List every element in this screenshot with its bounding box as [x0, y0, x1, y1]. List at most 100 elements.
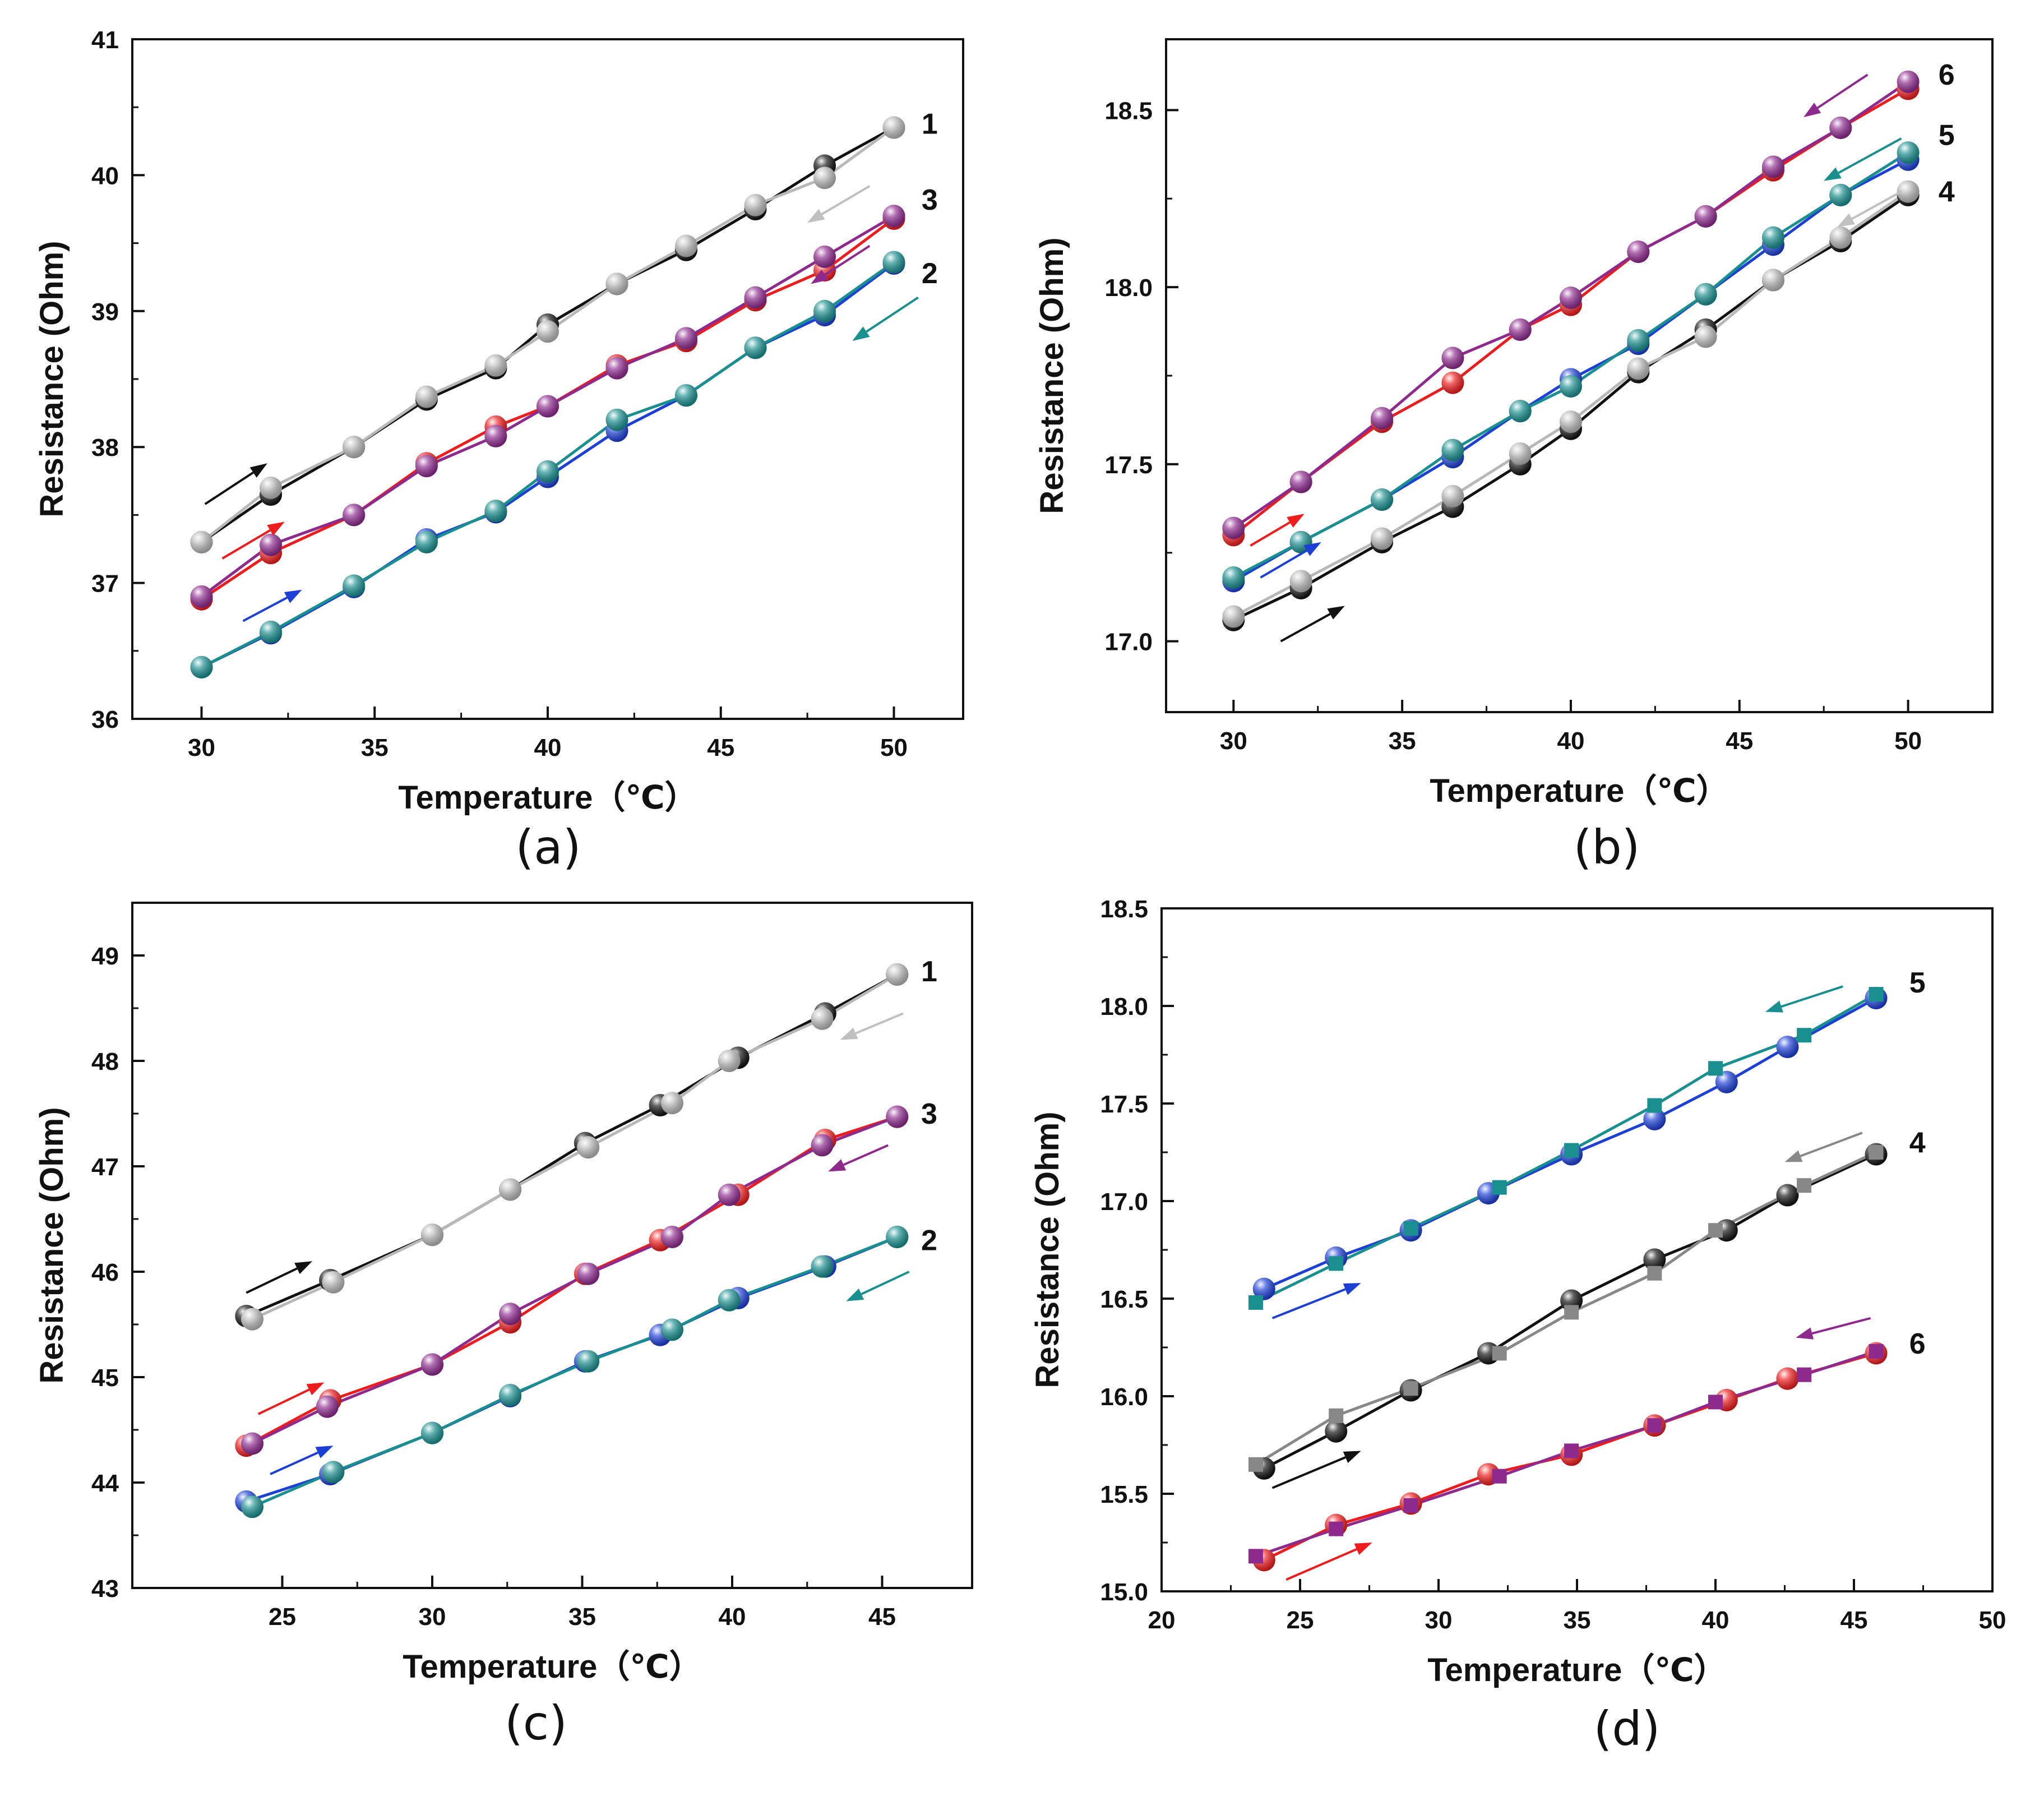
data-point-shine	[1222, 516, 1245, 539]
y-tick-label: 17.0	[1100, 1188, 1148, 1216]
data-point	[1708, 1223, 1723, 1238]
data-point	[1403, 1221, 1418, 1236]
y-tick-label: 36	[91, 706, 119, 733]
direction-arrow	[1816, 73, 1869, 109]
plot-frame	[131, 902, 973, 1589]
data-point-shine	[1509, 318, 1532, 341]
plot-frame	[1160, 907, 1994, 1592]
data-point-shine	[882, 205, 905, 228]
x-tick-label: 40	[1702, 1606, 1729, 1634]
data-point-shine	[577, 1350, 600, 1373]
data-point-shine	[484, 500, 507, 523]
direction-arrow-head	[1343, 1283, 1361, 1295]
data-point-shine	[1252, 1277, 1275, 1300]
curve-label: 3	[921, 1098, 937, 1130]
x-tick-label: 35	[568, 1603, 596, 1631]
data-point-shine	[537, 460, 559, 483]
data-point-shine	[1441, 371, 1464, 394]
data-point-shine	[811, 1007, 834, 1030]
direction-arrow-head	[807, 209, 825, 223]
data-point	[1248, 1457, 1263, 1472]
data-point-shine	[499, 1303, 522, 1326]
direction-arrow	[1271, 1456, 1346, 1489]
curve-label: 5	[1939, 119, 1955, 152]
data-point-shine	[882, 251, 905, 274]
direction-arrow	[1271, 1288, 1346, 1319]
x-tick-label: 50	[880, 734, 908, 761]
x-tick-label: 45	[868, 1603, 896, 1631]
data-point-shine	[421, 1224, 443, 1246]
x-tick-label: 40	[1557, 727, 1584, 755]
data-point-shine	[1559, 410, 1582, 433]
data-point	[1329, 1408, 1344, 1423]
direction-arrow	[1781, 985, 1843, 1008]
curve-label: 4	[1909, 1127, 1926, 1160]
data-point-shine	[484, 354, 507, 377]
data-point-shine	[1829, 183, 1852, 206]
direction-arrow	[1285, 1548, 1357, 1581]
data-point-shine	[1289, 470, 1312, 493]
direction-arrow	[270, 1451, 318, 1475]
data-point-shine	[886, 963, 909, 986]
x-tick-label: 30	[1425, 1606, 1453, 1634]
y-tick-label: 18.5	[1104, 97, 1153, 124]
direction-arrow-head	[306, 1382, 325, 1396]
data-point-shine	[1776, 1036, 1799, 1059]
data-point-shine	[1776, 1367, 1799, 1390]
direction-arrow	[204, 472, 254, 505]
direction-arrow-head	[315, 1446, 334, 1458]
data-point-shine	[1643, 1248, 1666, 1271]
data-point-shine	[343, 504, 366, 527]
panel-c: 25 30 35 40 45 43 44 45 46 47 48 49 Temperature（℃） Re…	[34, 902, 973, 1751]
data-point-shine	[260, 476, 282, 499]
data-point-shine	[577, 1262, 600, 1285]
direction-arrow-head	[284, 589, 302, 603]
data-point	[1647, 1266, 1662, 1281]
y-tick-label: 18.0	[1100, 993, 1148, 1021]
data-point-shine	[537, 395, 559, 418]
data-point-shine	[1643, 1107, 1666, 1130]
data-point-shine	[421, 1353, 443, 1376]
direction-arrow-head	[1327, 606, 1345, 620]
data-point	[1564, 1305, 1579, 1320]
data-point-shine	[1509, 442, 1532, 465]
data-point-shine	[718, 1050, 741, 1072]
curve-label: 5	[1909, 967, 1926, 999]
data-point-shine	[415, 385, 438, 408]
curve-label: 4	[1939, 176, 1955, 209]
data-point	[1492, 1346, 1507, 1361]
data-point-shine	[744, 193, 767, 216]
panel-label: (d)	[1594, 1701, 1661, 1756]
data-point-shine	[190, 530, 213, 553]
direction-arrow-head	[294, 1261, 312, 1275]
direction-arrow	[861, 1271, 910, 1295]
data-point-shine	[661, 1318, 683, 1341]
data-point-shine	[415, 530, 438, 553]
data-point-shine	[190, 585, 213, 608]
series-line	[1233, 190, 1909, 618]
x-tick-label: 35	[361, 734, 389, 761]
data-point-shine	[1627, 240, 1650, 263]
direction-arrow-head	[1784, 1150, 1803, 1162]
direction-arrow	[257, 1388, 310, 1415]
direction-arrow	[1811, 1317, 1871, 1335]
direction-arrow	[242, 597, 288, 622]
curve-label: 2	[922, 257, 938, 290]
data-point	[1403, 1498, 1418, 1513]
data-point-shine	[675, 384, 697, 407]
y-tick-label: 40	[91, 162, 119, 190]
panel-label: (a)	[515, 820, 581, 875]
data-point-shine	[1829, 116, 1852, 139]
y-tick-label: 15.0	[1100, 1578, 1148, 1606]
data-point	[1492, 1469, 1507, 1484]
data-point	[1492, 1180, 1507, 1195]
data-point-shine	[1509, 400, 1532, 423]
data-point	[1708, 1061, 1723, 1076]
y-tick-label: 16.0	[1100, 1383, 1148, 1411]
series-line	[1233, 151, 1909, 579]
data-point-shine	[316, 1395, 339, 1418]
direction-arrow	[1851, 190, 1902, 220]
data-point-shine	[813, 299, 836, 322]
direction-arrow-head	[249, 463, 267, 478]
curve-label: 3	[922, 184, 938, 216]
